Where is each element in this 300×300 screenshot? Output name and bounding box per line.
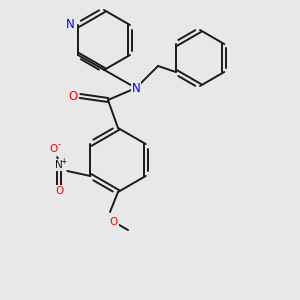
Text: O: O bbox=[49, 144, 57, 154]
Text: O: O bbox=[110, 217, 118, 227]
Text: N: N bbox=[132, 82, 140, 94]
Text: -: - bbox=[58, 140, 61, 149]
Text: N: N bbox=[56, 160, 63, 170]
Text: +: + bbox=[60, 157, 67, 166]
Text: N: N bbox=[66, 19, 74, 32]
Text: O: O bbox=[55, 186, 63, 196]
Text: O: O bbox=[68, 89, 78, 103]
